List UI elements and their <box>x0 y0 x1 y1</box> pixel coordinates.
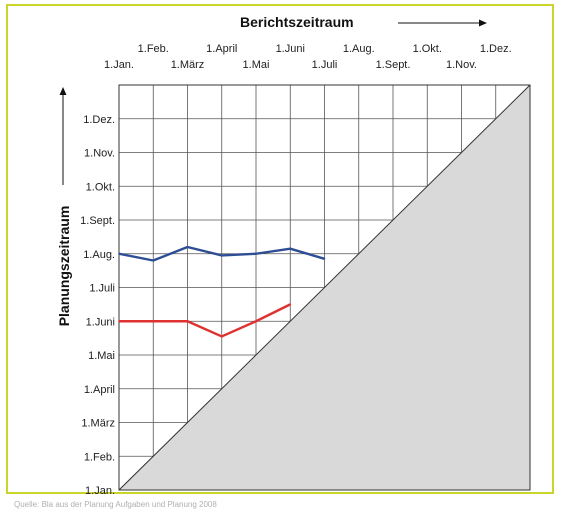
y-tick-label: 1.März <box>81 418 115 430</box>
y-tick-label: 1.Mai <box>88 350 115 362</box>
series-2-point <box>289 303 292 306</box>
x-tick-label: 1.Feb. <box>138 43 169 55</box>
x-axis-title: Berichtszeitraum <box>240 14 354 30</box>
y-tick-label: 1.Sept. <box>80 215 115 227</box>
series-1-point <box>289 247 292 250</box>
series-1-point <box>255 252 257 255</box>
source-caption: Quelle: Bla aus der Planung Aufgaben und… <box>14 500 217 509</box>
x-tick-label: 1.Juli <box>312 59 338 71</box>
x-tick-label: 1.Aug. <box>343 43 375 55</box>
y-tick-label: 1.Juni <box>86 316 115 328</box>
y-axis-arrowhead <box>59 87 67 95</box>
y-tick-label: 1.Jan. <box>85 485 115 497</box>
y-tick-label: 1.Juli <box>89 283 115 295</box>
y-tick-label: 1.Okt. <box>86 181 115 193</box>
series-1-point <box>323 258 326 260</box>
y-tick-label: 1.Feb. <box>84 451 115 463</box>
x-tick-label: 1.Nov. <box>446 59 477 71</box>
y-tick-labels: 1.Jan. 1.Feb. 1.März 1.April 1.Mai 1.Juni 1.Ju… <box>80 114 115 497</box>
y-tick-label: 1.Aug. <box>83 249 115 261</box>
x-tick-label: 1.März <box>171 59 205 71</box>
series-2-point <box>220 335 223 338</box>
series-1-point <box>220 254 223 257</box>
x-tick-label: 1.Juni <box>276 43 305 55</box>
series-2-point <box>186 320 189 323</box>
x-tick-label: 1.Jan. <box>104 59 134 71</box>
series-1-point <box>186 246 189 248</box>
y-tick-label: 1.Dez. <box>83 114 115 126</box>
series-2-point <box>152 320 155 323</box>
series-1-point <box>118 252 120 255</box>
x-tick-label: 1.Okt. <box>413 43 442 55</box>
series-2-point <box>118 320 120 323</box>
series-line-2 <box>119 303 291 338</box>
y-axis-title: Planungszeitraum <box>56 206 72 327</box>
series-group <box>118 245 326 338</box>
y-tick-label: 1.April <box>84 384 115 396</box>
y-tick-label: 1.Nov. <box>84 148 115 160</box>
plot-border <box>118 84 531 491</box>
x-tick-label: 1.Sept. <box>376 59 411 71</box>
diagonal-line <box>118 84 531 491</box>
x-tick-label: 1.Dez. <box>480 43 512 55</box>
series-1-point <box>152 259 155 262</box>
x-tick-label: 1.Mai <box>243 59 270 71</box>
x-axis-arrowhead <box>479 19 487 27</box>
series-2-point <box>255 320 257 323</box>
x-tick-label: 1.April <box>206 43 237 55</box>
